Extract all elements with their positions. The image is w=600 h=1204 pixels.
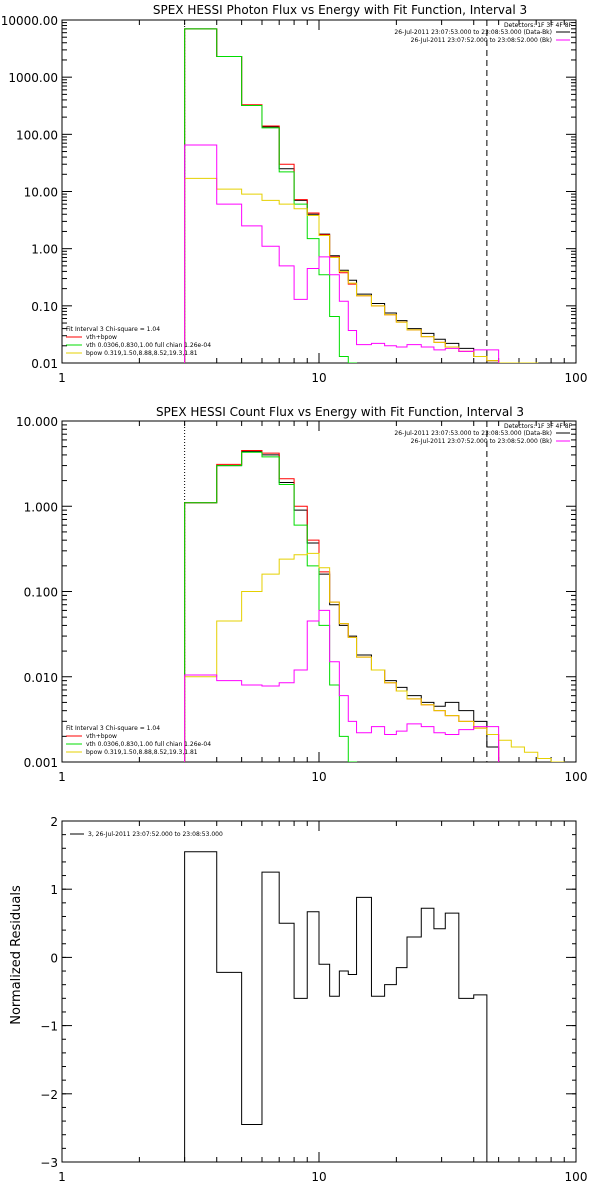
x-tick-label: 10 <box>311 770 326 784</box>
x-tick-label: 100 <box>565 371 588 385</box>
x-tick-label: 10 <box>311 1170 326 1184</box>
y-tick-label: 10000.00 <box>1 14 58 28</box>
series-line-bpow <box>184 177 539 363</box>
y-tick-label: 0 <box>50 951 58 965</box>
y-tick-label: 0.001 <box>24 756 58 770</box>
series-line-data <box>184 450 500 762</box>
x-tick-label: 1 <box>58 770 66 784</box>
fit-chi-square-label: Fit Interval 3 Chi-square = 1.04 <box>66 326 160 333</box>
count-flux-chart: SPEX HESSI Count Flux vs Energy with Fit… <box>16 405 588 784</box>
y-tick-label: −3 <box>40 1156 58 1170</box>
legend-entry: bpow 0.319,1.50,8.88,8.52,19.3,1.81 <box>86 350 198 357</box>
series-line-data <box>184 851 488 1162</box>
series-line-bpow <box>184 552 565 762</box>
y-tick-label: −2 <box>40 1088 58 1102</box>
y-tick-label: 2 <box>50 815 58 829</box>
plot-frame <box>61 19 577 364</box>
legend-entry: vth+bpow <box>86 334 117 341</box>
series-layer <box>184 851 488 1162</box>
time-interval-label: 26-Jul-2011 23:07:53.000 to 23:08:53.000… <box>394 29 552 36</box>
photon-flux-chart: SPEX HESSI Photon Flux vs Energy with Fi… <box>1 3 588 385</box>
x-tick-label: 1 <box>58 371 66 385</box>
photon-chart-title: SPEX HESSI Photon Flux vs Energy with Fi… <box>153 3 527 17</box>
x-tick-label: 1 <box>58 1170 66 1184</box>
legend-entry: vth+bpow <box>86 733 117 740</box>
plot-frame <box>61 820 577 1163</box>
y-tick-label: 0.010 <box>24 671 58 685</box>
legend-entry: 3, 26-Jul-2011 23:07:52.000 to 23:08:53.… <box>88 831 223 838</box>
time-interval-label: 26-Jul-2011 23:07:52.000 to 23:08:52.000… <box>411 37 552 44</box>
series-line-bk <box>184 609 500 762</box>
time-interval-label: 26-Jul-2011 23:07:53.000 to 23:08:53.000… <box>394 430 552 437</box>
series-line-bk <box>184 144 500 363</box>
y-tick-label: 0.100 <box>24 586 58 600</box>
y-tick-label: 1 <box>50 883 58 897</box>
legend-entry: vth 0.0306,0.830,1.00 full chian 1.26e-0… <box>86 342 211 349</box>
y-tick-label: 1.000 <box>24 500 58 514</box>
series-line-vth <box>184 28 358 363</box>
series-layer <box>184 28 539 363</box>
residuals-y-axis-label: Normalized Residuals <box>9 885 24 1025</box>
legend-entry: vth 0.0306,0.830,1.00 full chian 1.26e-0… <box>86 741 211 748</box>
series-line-vth <box>184 451 358 762</box>
y-tick-label: 1000.00 <box>8 71 58 85</box>
y-tick-label: 0.01 <box>31 357 58 371</box>
fit-chi-square-label: Fit Interval 3 Chi-square = 1.04 <box>66 725 160 732</box>
y-tick-label: 10.000 <box>16 415 58 429</box>
y-tick-label: 100.00 <box>16 128 58 142</box>
y-tick-label: 1.00 <box>31 243 58 257</box>
x-tick-label: 10 <box>311 371 326 385</box>
detectors-label: Detectors: 1F 3F 4F 8F <box>504 22 573 29</box>
time-interval-label: 26-Jul-2011 23:07:52.000 to 23:08:52.000… <box>411 438 552 445</box>
detectors-label: Detectors: 1F 3F 4F 8F <box>504 423 573 430</box>
count-chart-title: SPEX HESSI Count Flux vs Energy with Fit… <box>156 405 524 419</box>
series-layer <box>184 450 565 762</box>
series-line-total <box>184 450 500 762</box>
x-tick-label: 100 <box>565 770 588 784</box>
y-tick-label: −1 <box>40 1020 58 1034</box>
y-tick-label: 10.00 <box>24 186 58 200</box>
legend-entry: bpow 0.319,1.50,8.88,8.52,19.3,1.81 <box>86 749 198 756</box>
residuals-chart: Normalized Residuals 1 10 100 −3 −2 −1 0 1 2 3, 2… <box>9 815 587 1184</box>
x-tick-label: 100 <box>565 1170 588 1184</box>
y-tick-label: 0.10 <box>31 300 58 314</box>
